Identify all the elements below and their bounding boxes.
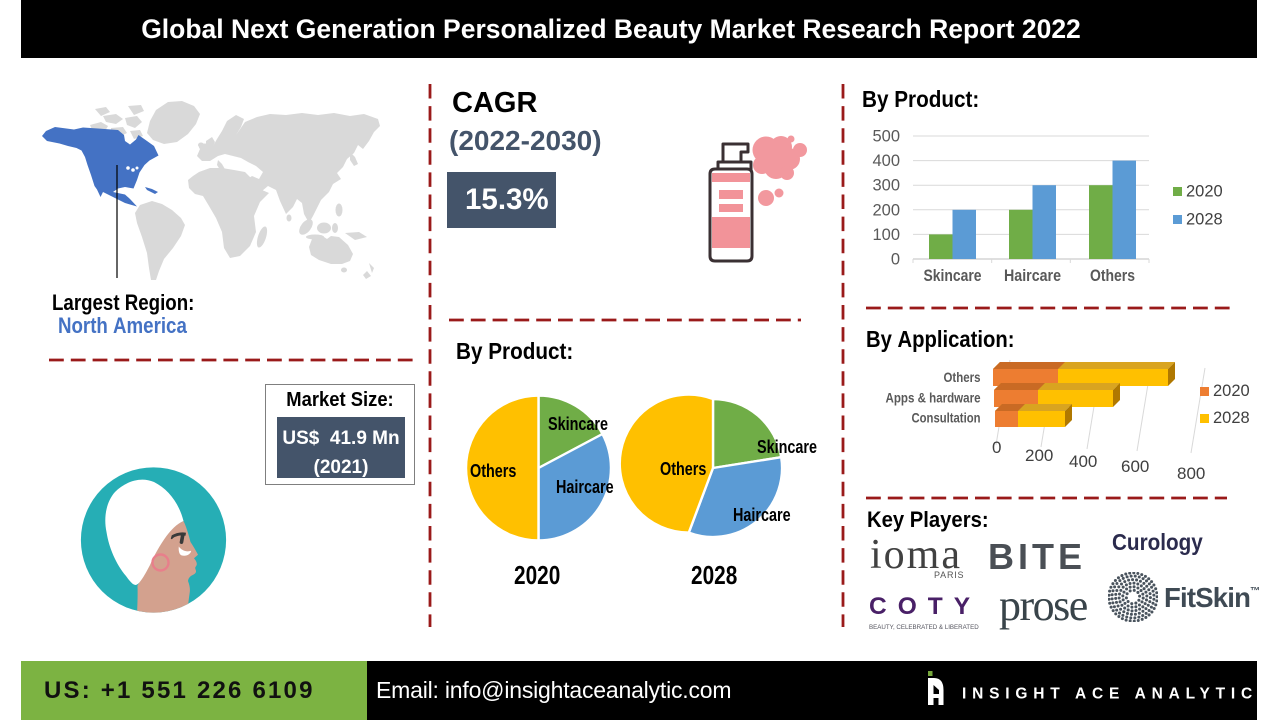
svg-text:2028: 2028 <box>1213 409 1250 427</box>
svg-text:200: 200 <box>1025 446 1053 465</box>
svg-text:Haircare: Haircare <box>1004 266 1061 285</box>
svg-text:0: 0 <box>891 251 900 269</box>
svg-text:200: 200 <box>872 201 900 219</box>
svg-text:500: 500 <box>872 128 900 146</box>
svg-text:Apps & hardware: Apps & hardware <box>886 390 981 406</box>
svg-text:400: 400 <box>872 152 900 170</box>
svg-text:600: 600 <box>1121 457 1149 476</box>
svg-text:300: 300 <box>872 177 900 195</box>
svg-text:2020: 2020 <box>1213 382 1250 400</box>
svg-text:INSIGHT ACE ANALYTIC: INSIGHT ACE ANALYTIC <box>962 686 1258 703</box>
svg-text:Consultation: Consultation <box>912 410 981 426</box>
svg-text:Others: Others <box>1090 266 1135 285</box>
svg-text:2020: 2020 <box>1186 183 1223 201</box>
svg-text:400: 400 <box>1069 452 1097 471</box>
svg-text:800: 800 <box>1177 464 1205 483</box>
svg-text:Others: Others <box>944 369 981 385</box>
svg-text:Skincare: Skincare <box>924 266 982 285</box>
svg-text:0: 0 <box>992 438 1001 457</box>
svg-text:100: 100 <box>872 226 900 244</box>
svg-text:2028: 2028 <box>1186 211 1223 229</box>
